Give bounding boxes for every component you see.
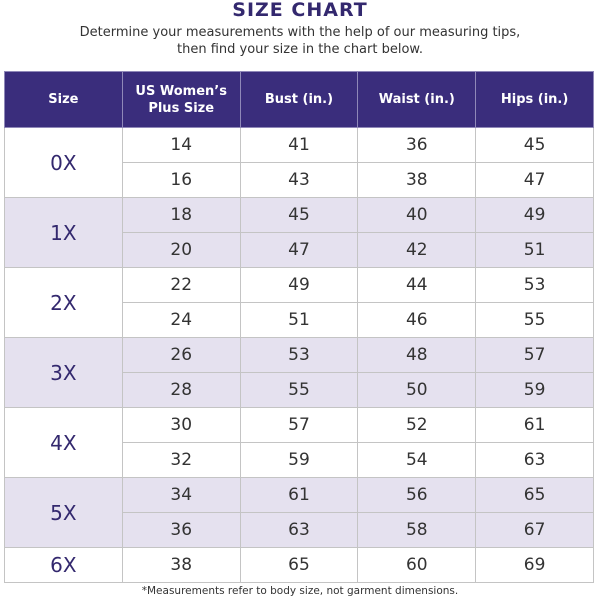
page-title: SIZE CHART — [232, 0, 368, 21]
us-size-cell: 14 — [121, 127, 241, 163]
size-label: 3X — [4, 337, 123, 408]
size-label: 5X — [4, 477, 123, 548]
bust-cell: 55 — [239, 372, 359, 408]
us-size-cell: 18 — [121, 197, 241, 233]
hips-cell: 53 — [475, 267, 594, 303]
hips-cell: 47 — [475, 162, 594, 198]
size-label: 4X — [4, 407, 123, 478]
size-chart-table: Size US Women’s Plus Size Bust (in.) Wai… — [4, 71, 594, 583]
header-us-size: US Women’s Plus Size — [121, 71, 241, 128]
hips-cell: 69 — [475, 547, 594, 583]
us-size-cell: 34 — [121, 477, 241, 513]
header-waist: Waist (in.) — [357, 71, 477, 128]
hips-cell: 57 — [475, 337, 594, 373]
waist-cell: 48 — [357, 337, 477, 373]
waist-cell: 38 — [357, 162, 477, 198]
header-bust: Bust (in.) — [239, 71, 359, 128]
table-row: 24 51 46 55 — [5, 302, 594, 338]
bust-cell: 51 — [239, 302, 359, 338]
table-row: 28 55 50 59 — [5, 372, 594, 408]
waist-cell: 40 — [357, 197, 477, 233]
bust-cell: 61 — [239, 477, 359, 513]
table-row: 32 59 54 63 — [5, 442, 594, 478]
waist-cell: 60 — [357, 547, 477, 583]
table-row: 1X 18 45 40 49 — [4, 197, 594, 268]
us-size-cell: 20 — [121, 232, 241, 268]
bust-cell: 49 — [239, 267, 359, 303]
hips-cell: 51 — [475, 232, 594, 268]
us-size-cell: 22 — [121, 267, 241, 303]
table-row: 5X 34 61 56 65 — [4, 477, 594, 548]
hips-cell: 45 — [475, 127, 594, 163]
subtitle: Determine your measurements with the hel… — [0, 24, 600, 58]
waist-cell: 54 — [357, 442, 477, 478]
hips-cell: 63 — [475, 442, 594, 478]
bust-cell: 65 — [239, 547, 359, 583]
header-size: Size — [4, 71, 123, 128]
size-label: 0X — [4, 127, 123, 198]
waist-cell: 36 — [357, 127, 477, 163]
size-label: 2X — [4, 267, 123, 338]
bust-cell: 53 — [239, 337, 359, 373]
size-label: 1X — [4, 197, 123, 268]
waist-cell: 44 — [357, 267, 477, 303]
bust-cell: 41 — [239, 127, 359, 163]
subtitle-line: Determine your measurements with the hel… — [79, 25, 521, 40]
us-size-cell: 24 — [121, 302, 241, 338]
bust-cell: 63 — [239, 512, 359, 548]
hips-cell: 65 — [475, 477, 594, 513]
us-size-cell: 30 — [121, 407, 241, 443]
footnote: *Measurements refer to body size, not ga… — [141, 585, 459, 597]
bust-cell: 47 — [239, 232, 359, 268]
waist-cell: 56 — [357, 477, 477, 513]
bust-cell: 45 — [239, 197, 359, 233]
table-row: 4X 30 57 52 61 — [4, 407, 594, 478]
us-size-cell: 32 — [121, 442, 241, 478]
us-size-cell: 16 — [121, 162, 241, 198]
us-size-cell: 36 — [121, 512, 241, 548]
us-size-cell: 26 — [121, 337, 241, 373]
waist-cell: 52 — [357, 407, 477, 443]
hips-cell: 61 — [475, 407, 594, 443]
table-row: 36 63 58 67 — [5, 512, 594, 548]
table-row: 2X 22 49 44 53 — [4, 267, 594, 338]
table-row: 3X 26 53 48 57 — [4, 337, 594, 408]
table-row: 20 47 42 51 — [5, 232, 594, 268]
table-row: 16 43 38 47 — [5, 162, 594, 198]
table-row: 6X 38 65 60 69 — [4, 547, 594, 583]
bust-cell: 57 — [239, 407, 359, 443]
waist-cell: 42 — [357, 232, 477, 268]
hips-cell: 59 — [475, 372, 594, 408]
waist-cell: 58 — [357, 512, 477, 548]
hips-cell: 67 — [475, 512, 594, 548]
size-label: 6X — [4, 547, 123, 583]
table-row: 0X 14 41 36 45 — [4, 127, 594, 198]
us-size-cell: 28 — [121, 372, 241, 408]
us-size-cell: 38 — [121, 547, 241, 583]
waist-cell: 50 — [357, 372, 477, 408]
header-hips: Hips (in.) — [475, 71, 594, 128]
hips-cell: 49 — [475, 197, 594, 233]
subtitle-line: then find your size in the chart below. — [177, 42, 423, 57]
header-row: Size US Women’s Plus Size Bust (in.) Wai… — [4, 71, 594, 128]
hips-cell: 55 — [475, 302, 594, 338]
bust-cell: 43 — [239, 162, 359, 198]
bust-cell: 59 — [239, 442, 359, 478]
waist-cell: 46 — [357, 302, 477, 338]
